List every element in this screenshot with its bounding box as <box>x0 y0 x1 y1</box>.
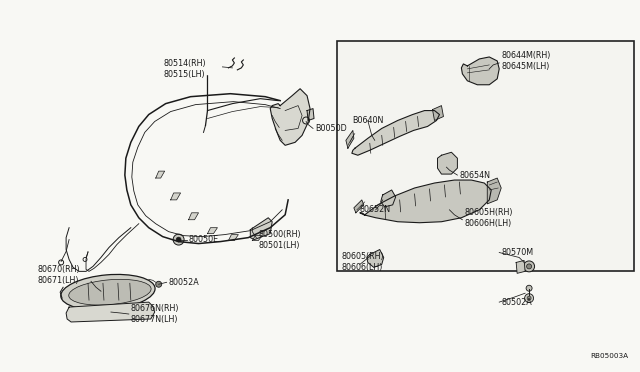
Polygon shape <box>250 218 272 240</box>
Polygon shape <box>352 110 440 155</box>
Polygon shape <box>367 250 384 267</box>
Text: 80052A: 80052A <box>169 278 200 287</box>
Polygon shape <box>461 57 499 85</box>
Circle shape <box>527 264 532 269</box>
Polygon shape <box>66 302 155 322</box>
Ellipse shape <box>68 279 151 305</box>
Polygon shape <box>189 213 198 220</box>
Circle shape <box>525 294 534 303</box>
Polygon shape <box>354 200 364 213</box>
Polygon shape <box>381 190 396 207</box>
Polygon shape <box>433 106 444 121</box>
Bar <box>337 41 634 271</box>
Text: RB05003A: RB05003A <box>591 353 628 359</box>
Circle shape <box>527 296 531 300</box>
Polygon shape <box>270 89 310 145</box>
Polygon shape <box>171 193 180 200</box>
Text: 80644M(RH)
80645M(LH): 80644M(RH) 80645M(LH) <box>501 51 550 71</box>
Text: B0050D: B0050D <box>315 124 347 133</box>
Circle shape <box>303 117 310 124</box>
Text: 80514(RH)
80515(LH): 80514(RH) 80515(LH) <box>164 59 206 79</box>
Polygon shape <box>252 235 262 241</box>
Circle shape <box>156 281 162 287</box>
Text: 80570M: 80570M <box>501 248 533 257</box>
Polygon shape <box>516 260 525 273</box>
Circle shape <box>176 237 181 242</box>
Polygon shape <box>360 180 492 223</box>
Text: 80670(RH)
80671(LH): 80670(RH) 80671(LH) <box>37 265 80 285</box>
Text: 80500(RH)
80501(LH): 80500(RH) 80501(LH) <box>259 230 301 250</box>
Circle shape <box>526 285 532 291</box>
Text: 80050E: 80050E <box>189 235 219 244</box>
Polygon shape <box>207 228 218 234</box>
Circle shape <box>524 261 534 272</box>
Text: 80605H(RH)
80606H(LH): 80605H(RH) 80606H(LH) <box>465 208 513 228</box>
Circle shape <box>173 234 184 245</box>
Polygon shape <box>156 171 164 178</box>
Text: 80654N: 80654N <box>460 171 490 180</box>
Polygon shape <box>438 152 458 174</box>
Text: 80676N(RH)
80677N(LH): 80676N(RH) 80677N(LH) <box>131 304 179 324</box>
Text: 80502A: 80502A <box>501 298 532 307</box>
Polygon shape <box>307 109 314 121</box>
Text: 80652N: 80652N <box>360 205 391 214</box>
Text: 80605(RH)
80606(LH): 80605(RH) 80606(LH) <box>342 252 385 272</box>
Polygon shape <box>487 178 501 204</box>
Polygon shape <box>346 131 354 148</box>
Text: B0640N: B0640N <box>352 116 383 125</box>
Polygon shape <box>228 235 238 241</box>
Ellipse shape <box>61 275 155 310</box>
